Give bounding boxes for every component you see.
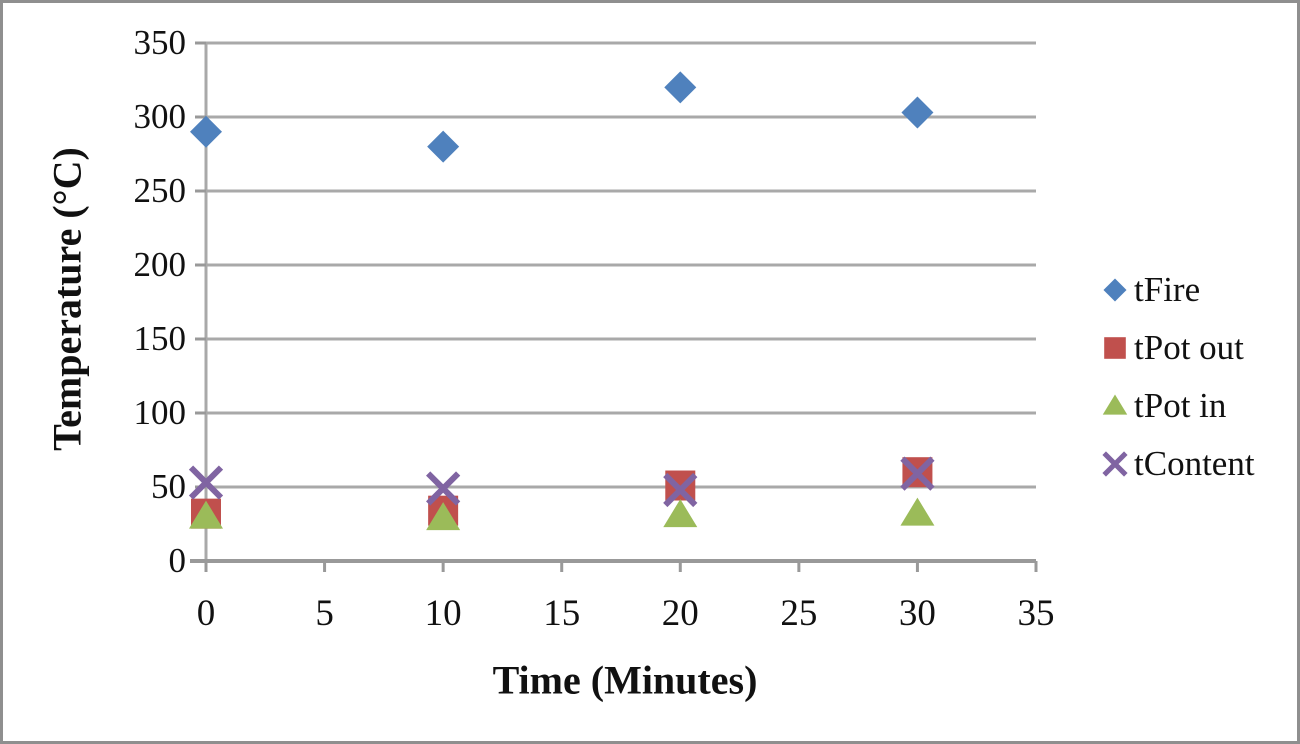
x-tick-label-30: 30 <box>898 593 936 634</box>
legend-label-tFire: tFire <box>1134 270 1201 309</box>
data-point-tPot-in-x30 <box>900 497 935 526</box>
data-point-tContent-x30 <box>900 456 935 491</box>
data-point-tPot-in-x10 <box>426 502 461 531</box>
x-tick-label-20: 20 <box>661 593 699 634</box>
x-tick-label-15: 15 <box>543 593 581 634</box>
legend-marker-tFire <box>1103 278 1127 302</box>
y-tick-label-200: 200 <box>133 245 187 284</box>
data-point-tFire-x20 <box>664 71 697 104</box>
y-tick-label-50: 50 <box>151 467 186 506</box>
y-tick-label-100: 100 <box>133 393 187 432</box>
data-point-tPot-in-x20 <box>663 499 698 528</box>
data-point-tContent-x0 <box>188 465 224 500</box>
legend-marker-tPot-out <box>1104 337 1126 359</box>
x-tick-label-10: 10 <box>424 593 462 634</box>
legend-label-tContent: tContent <box>1134 444 1255 483</box>
plot-area <box>188 41 1128 572</box>
data-point-tContent-x10 <box>426 471 461 506</box>
y-tick-label-350: 350 <box>133 23 187 62</box>
x-tick-label-35: 35 <box>1017 593 1055 634</box>
y-tick-label-0: 0 <box>168 541 187 580</box>
data-point-tFire-x30 <box>901 96 934 129</box>
legend-label-tPot-out: tPot out <box>1134 328 1244 367</box>
y-tick-label-300: 300 <box>133 97 187 136</box>
data-point-tPot-out-x20 <box>665 470 696 501</box>
x-tick-label-0: 0 <box>196 593 216 634</box>
y-axis-title: Temperature (°C) <box>44 147 90 451</box>
x-tick-label-5: 5 <box>315 593 334 634</box>
legend-marker-tContent <box>1102 451 1128 477</box>
y-tick-label-150: 150 <box>133 319 187 358</box>
data-point-tFire-x10 <box>427 130 460 163</box>
data-point-tPot-in-x0 <box>189 500 223 529</box>
legend-marker-tPot-in <box>1102 394 1128 415</box>
data-point-tFire-x0 <box>190 115 222 148</box>
y-tick-label-250: 250 <box>133 171 187 210</box>
x-axis-title: Time (Minutes) <box>492 657 758 703</box>
data-point-tContent-x20 <box>663 472 698 508</box>
legend-label-tPot-in: tPot in <box>1134 386 1227 425</box>
x-tick-label-25: 25 <box>780 593 818 634</box>
